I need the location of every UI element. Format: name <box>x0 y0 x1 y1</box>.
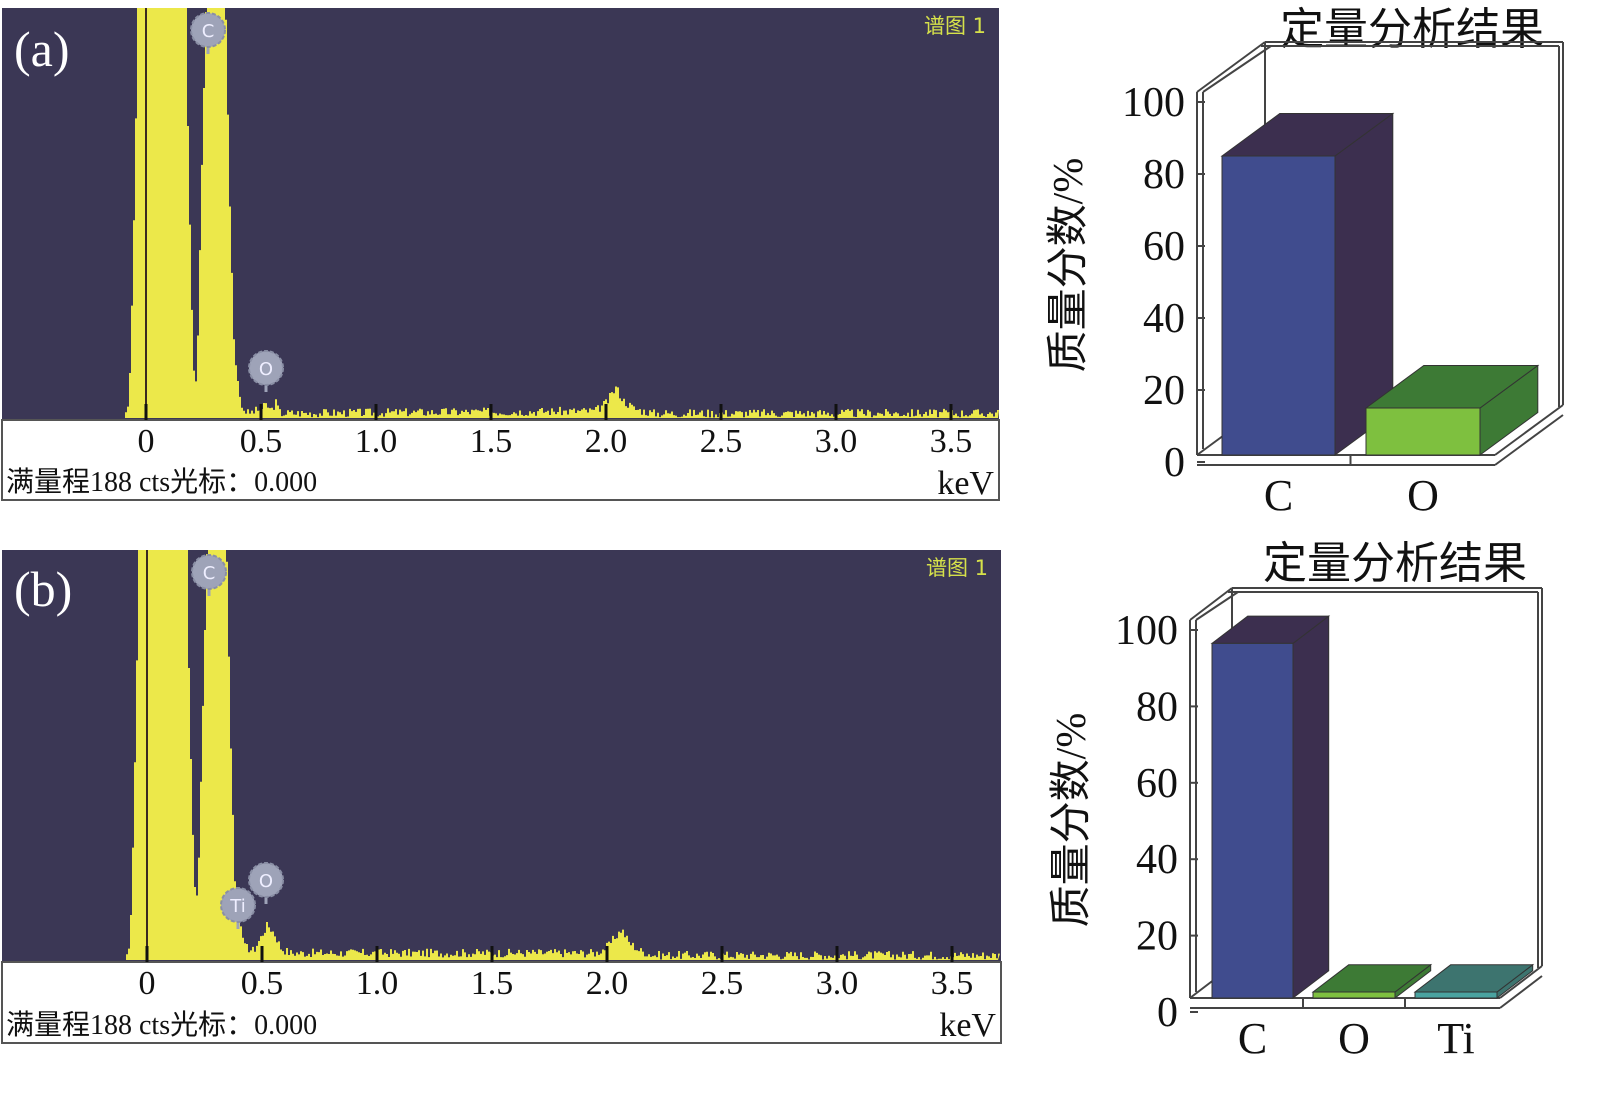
peak-marker-c <box>191 554 227 590</box>
peak-marker-o <box>248 862 284 898</box>
frame-edge <box>1499 965 1543 999</box>
y-tick-label: 80 <box>1143 152 1185 198</box>
x-tick-label: 1.0 <box>355 423 398 460</box>
panel-label: (a) <box>14 21 70 77</box>
peak-marker-o <box>248 350 284 386</box>
x-tick-label: 2.0 <box>585 423 628 460</box>
footer-text: 满量程188 cts光标：0.000 <box>6 466 317 498</box>
panel-label: (b) <box>14 561 72 617</box>
x-tick-label: 3.0 <box>816 965 859 1002</box>
frame-edge <box>1202 45 1272 93</box>
x-tick-label: 3.0 <box>815 423 858 460</box>
y-tick-label: 40 <box>1143 296 1185 342</box>
y-tick-label: 80 <box>1136 684 1178 730</box>
bar-o <box>1312 991 1396 999</box>
x-axis-unit: keV <box>939 1007 996 1044</box>
peak-marker-label: C <box>202 21 215 42</box>
y-tick-label: 100 <box>1115 608 1178 654</box>
x-category-label: Ti <box>1437 1014 1475 1063</box>
x-tick-label: 1.0 <box>356 965 399 1002</box>
bar-top-o <box>1311 964 1433 993</box>
peak-marker-label: O <box>259 871 273 892</box>
y-tick-label: 60 <box>1136 761 1178 807</box>
frame-edge <box>1499 975 1543 1009</box>
x-category-label: O <box>1338 1014 1370 1063</box>
x-tick-label: 0.5 <box>240 423 283 460</box>
y-tick-label: 20 <box>1143 368 1185 414</box>
peak-marker-label: Ti <box>229 896 245 917</box>
frame-edge <box>1494 404 1564 456</box>
spectrum-panel-b: 0 0.5 1.0 1.5 2.0 2.5 3.0 3.5 C O Ti (b) 谱图 1 满量程… <box>1 550 1002 1044</box>
y-tick-label: 0 <box>1164 440 1185 486</box>
y-tick-label: 60 <box>1143 224 1185 270</box>
y-axis-label: 质量分数/% <box>1046 158 1092 373</box>
x-tick-label: 1.5 <box>470 423 513 460</box>
x-category-label: C <box>1264 471 1293 520</box>
y-tick-label: 20 <box>1136 914 1178 960</box>
footer-text: 满量程188 cts光标：0.000 <box>6 1009 317 1041</box>
spectrum-name: 谱图 1 <box>924 14 986 38</box>
x-tick-label: 2.0 <box>586 965 629 1002</box>
peak-marker-label: C <box>203 563 216 584</box>
frame-edge <box>1494 414 1564 466</box>
bar-ti <box>1414 991 1498 999</box>
bar-c <box>1211 642 1294 999</box>
axis-strip <box>1 419 1000 501</box>
y-tick-label: 0 <box>1157 990 1178 1036</box>
x-tick-label: 3.5 <box>930 423 973 460</box>
bar-o <box>1365 407 1481 456</box>
peak-marker-ti <box>220 887 256 923</box>
y-axis-label: 质量分数/% <box>1049 713 1095 928</box>
x-tick-label: 3.5 <box>931 965 974 1002</box>
bar-chart-b: 定量分析结果 质量分数/% 0 20 40 60 80 100 C O Ti <box>1049 539 1543 1063</box>
bar-top-ti <box>1413 964 1535 993</box>
x-tick-label: 2.5 <box>700 423 743 460</box>
frame-edge <box>1195 591 1239 621</box>
x-category-label: C <box>1238 1014 1267 1063</box>
axis-strip <box>1 961 1002 1044</box>
frame-edge <box>1189 587 1233 621</box>
x-tick-label: 1.5 <box>471 965 514 1002</box>
peak-marker-c <box>190 12 226 48</box>
spectrum-trace <box>124 550 1000 960</box>
x-tick-label: 0.5 <box>241 965 284 1002</box>
x-axis-unit: keV <box>937 465 994 502</box>
spectrum-name: 谱图 1 <box>926 556 988 580</box>
y-tick-label: 100 <box>1122 80 1185 126</box>
chart-title: 定量分析结果 <box>1263 539 1527 588</box>
bar-c <box>1221 155 1336 456</box>
frame-edge <box>1196 41 1266 93</box>
peak-marker-label: O <box>259 359 273 380</box>
bar-side-c <box>1292 615 1330 1000</box>
x-tick-label: 0 <box>138 423 155 460</box>
x-tick-label: 0 <box>139 965 156 1002</box>
spectrum-trace <box>123 8 999 418</box>
y-tick-label: 40 <box>1136 837 1178 883</box>
spectrum-panel-a: 0 0.5 1.0 1.5 2.0 2.5 3.0 3.5 C O (a) 谱图 1 满量程18… <box>1 8 1000 502</box>
x-category-label: O <box>1407 471 1439 520</box>
x-tick-label: 2.5 <box>701 965 744 1002</box>
